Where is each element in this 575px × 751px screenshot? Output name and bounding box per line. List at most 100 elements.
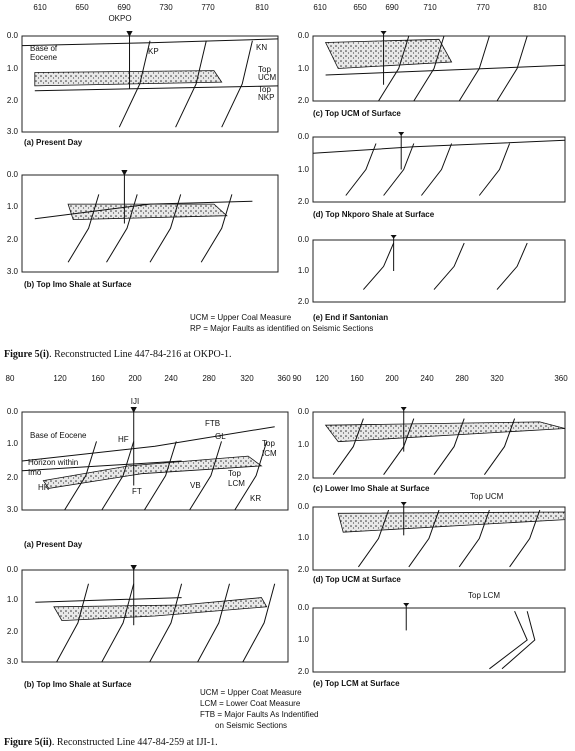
x-axis-label: 240 [164, 374, 178, 383]
section-frame [312, 136, 566, 203]
section-label: OKPO [108, 14, 131, 23]
panel-caption: (e) End if Santonian [313, 313, 388, 322]
fault-line [433, 418, 465, 475]
legend-item: UCM = Upper Coal Measure [190, 313, 292, 322]
well-marker [398, 132, 405, 136]
section-label: Top LCM [468, 591, 500, 600]
section-label: Top UCM [470, 492, 504, 501]
fault-line [234, 441, 268, 511]
x-axis-label: 690 [117, 3, 131, 12]
fault-line [143, 441, 177, 511]
fault-line [489, 610, 528, 670]
fault-line [242, 583, 276, 663]
x-axis-label: 90 [293, 374, 302, 383]
x-axis-label: 120 [53, 374, 67, 383]
y-axis-label: 0.0 [298, 31, 310, 40]
figure-caption: Figure 5(ii). Reconstructed Line 447-84-… [4, 737, 218, 748]
horizon-line [21, 460, 182, 472]
y-axis-label: 2.0 [7, 96, 19, 105]
y-axis-label: 2.0 [298, 565, 310, 574]
legend-item: RP = Major Faults as identified on Seism… [190, 324, 373, 333]
well-marker [390, 235, 397, 239]
horizon-line [21, 426, 275, 462]
x-axis-label: 160 [91, 374, 105, 383]
y-axis-label: 2.0 [7, 627, 19, 636]
panel-caption: (c) Lower Imo Shale at Surface [313, 484, 430, 493]
figure-caption-text: . Reconstructed Line 447-84-259 at IJI-1… [52, 737, 218, 748]
x-axis-label: 770 [201, 3, 215, 12]
y-axis-label: 0.0 [298, 502, 310, 511]
section-frame [312, 239, 566, 303]
coal-measure-layer [34, 70, 223, 87]
section-label: FTB [205, 419, 220, 428]
fault-line [101, 441, 135, 511]
x-axis-label: 810 [255, 3, 269, 12]
fault-line [357, 509, 390, 568]
well-marker [400, 407, 407, 411]
fault-line [106, 194, 138, 263]
y-axis-label: 1.0 [7, 64, 19, 73]
fault-line [408, 509, 440, 568]
x-axis-label: 200 [128, 374, 142, 383]
y-axis-label: 2.0 [298, 197, 310, 206]
section-label: ICM [262, 449, 277, 458]
y-axis-label: 0.0 [298, 235, 310, 244]
y-axis-label: 3.0 [7, 267, 19, 276]
x-axis-label: 650 [353, 3, 367, 12]
coal-measure-layer [324, 38, 453, 69]
section-label: KR [250, 494, 261, 503]
fault-line [221, 40, 253, 128]
section-label: FT [132, 487, 142, 496]
fault-line [189, 441, 222, 511]
x-axis-label: 320 [240, 374, 254, 383]
coal-measure-layer [53, 597, 268, 622]
fault-line [149, 583, 183, 663]
section-frame [21, 35, 279, 133]
section-label: UCM [258, 73, 277, 82]
fault-line [56, 583, 89, 663]
section-frame [21, 569, 289, 663]
fault-line [458, 509, 490, 568]
section-label: Top [258, 65, 271, 74]
panel-caption: (d) Top UCM at Surface [313, 575, 401, 584]
x-axis-label: 730 [159, 3, 173, 12]
y-axis-label: 1.0 [298, 165, 310, 174]
x-axis-label: 360 [554, 374, 568, 383]
section-frame [312, 35, 566, 102]
x-axis-label: 280 [455, 374, 469, 383]
section-label: NKP [258, 93, 274, 102]
fault-line [383, 143, 415, 196]
fault-line [101, 583, 135, 663]
fault-line [67, 194, 100, 263]
y-axis-label: 3.0 [7, 505, 19, 514]
fault-line [483, 418, 516, 475]
well-marker [403, 603, 410, 607]
y-axis-label: 0.0 [7, 565, 19, 574]
y-axis-label: 0.0 [7, 407, 19, 416]
fault-line [496, 242, 528, 290]
x-axis-label: 690 [385, 3, 399, 12]
y-axis-label: 0.0 [7, 31, 19, 40]
x-axis-label: 320 [490, 374, 504, 383]
fault-line [478, 143, 511, 196]
section-label: KN [256, 43, 267, 52]
fault-line [175, 40, 207, 128]
figure-caption-text: . Reconstructed Line 447-84-216 at OKPO-… [49, 349, 231, 360]
horizon-line [312, 139, 566, 154]
fault-line [200, 194, 233, 263]
section-label: LCM [228, 479, 245, 488]
y-axis-label: 1.0 [298, 64, 310, 73]
section-label: Base of Eocene [30, 431, 87, 440]
y-axis-label: 0.0 [7, 170, 19, 179]
x-axis-label: 610 [313, 3, 327, 12]
fault-line [501, 611, 536, 670]
section-label: Eocene [30, 53, 58, 62]
fault-line [332, 418, 364, 475]
legend-item: FTB = Major Faults As Indentified [200, 710, 319, 719]
y-axis-label: 0.0 [298, 407, 310, 416]
coal-measure-layer [42, 455, 263, 489]
y-axis-label: 2.0 [298, 297, 310, 306]
panel-caption: (e) Top LCM at Surface [313, 679, 400, 688]
section-label: HF [118, 435, 129, 444]
